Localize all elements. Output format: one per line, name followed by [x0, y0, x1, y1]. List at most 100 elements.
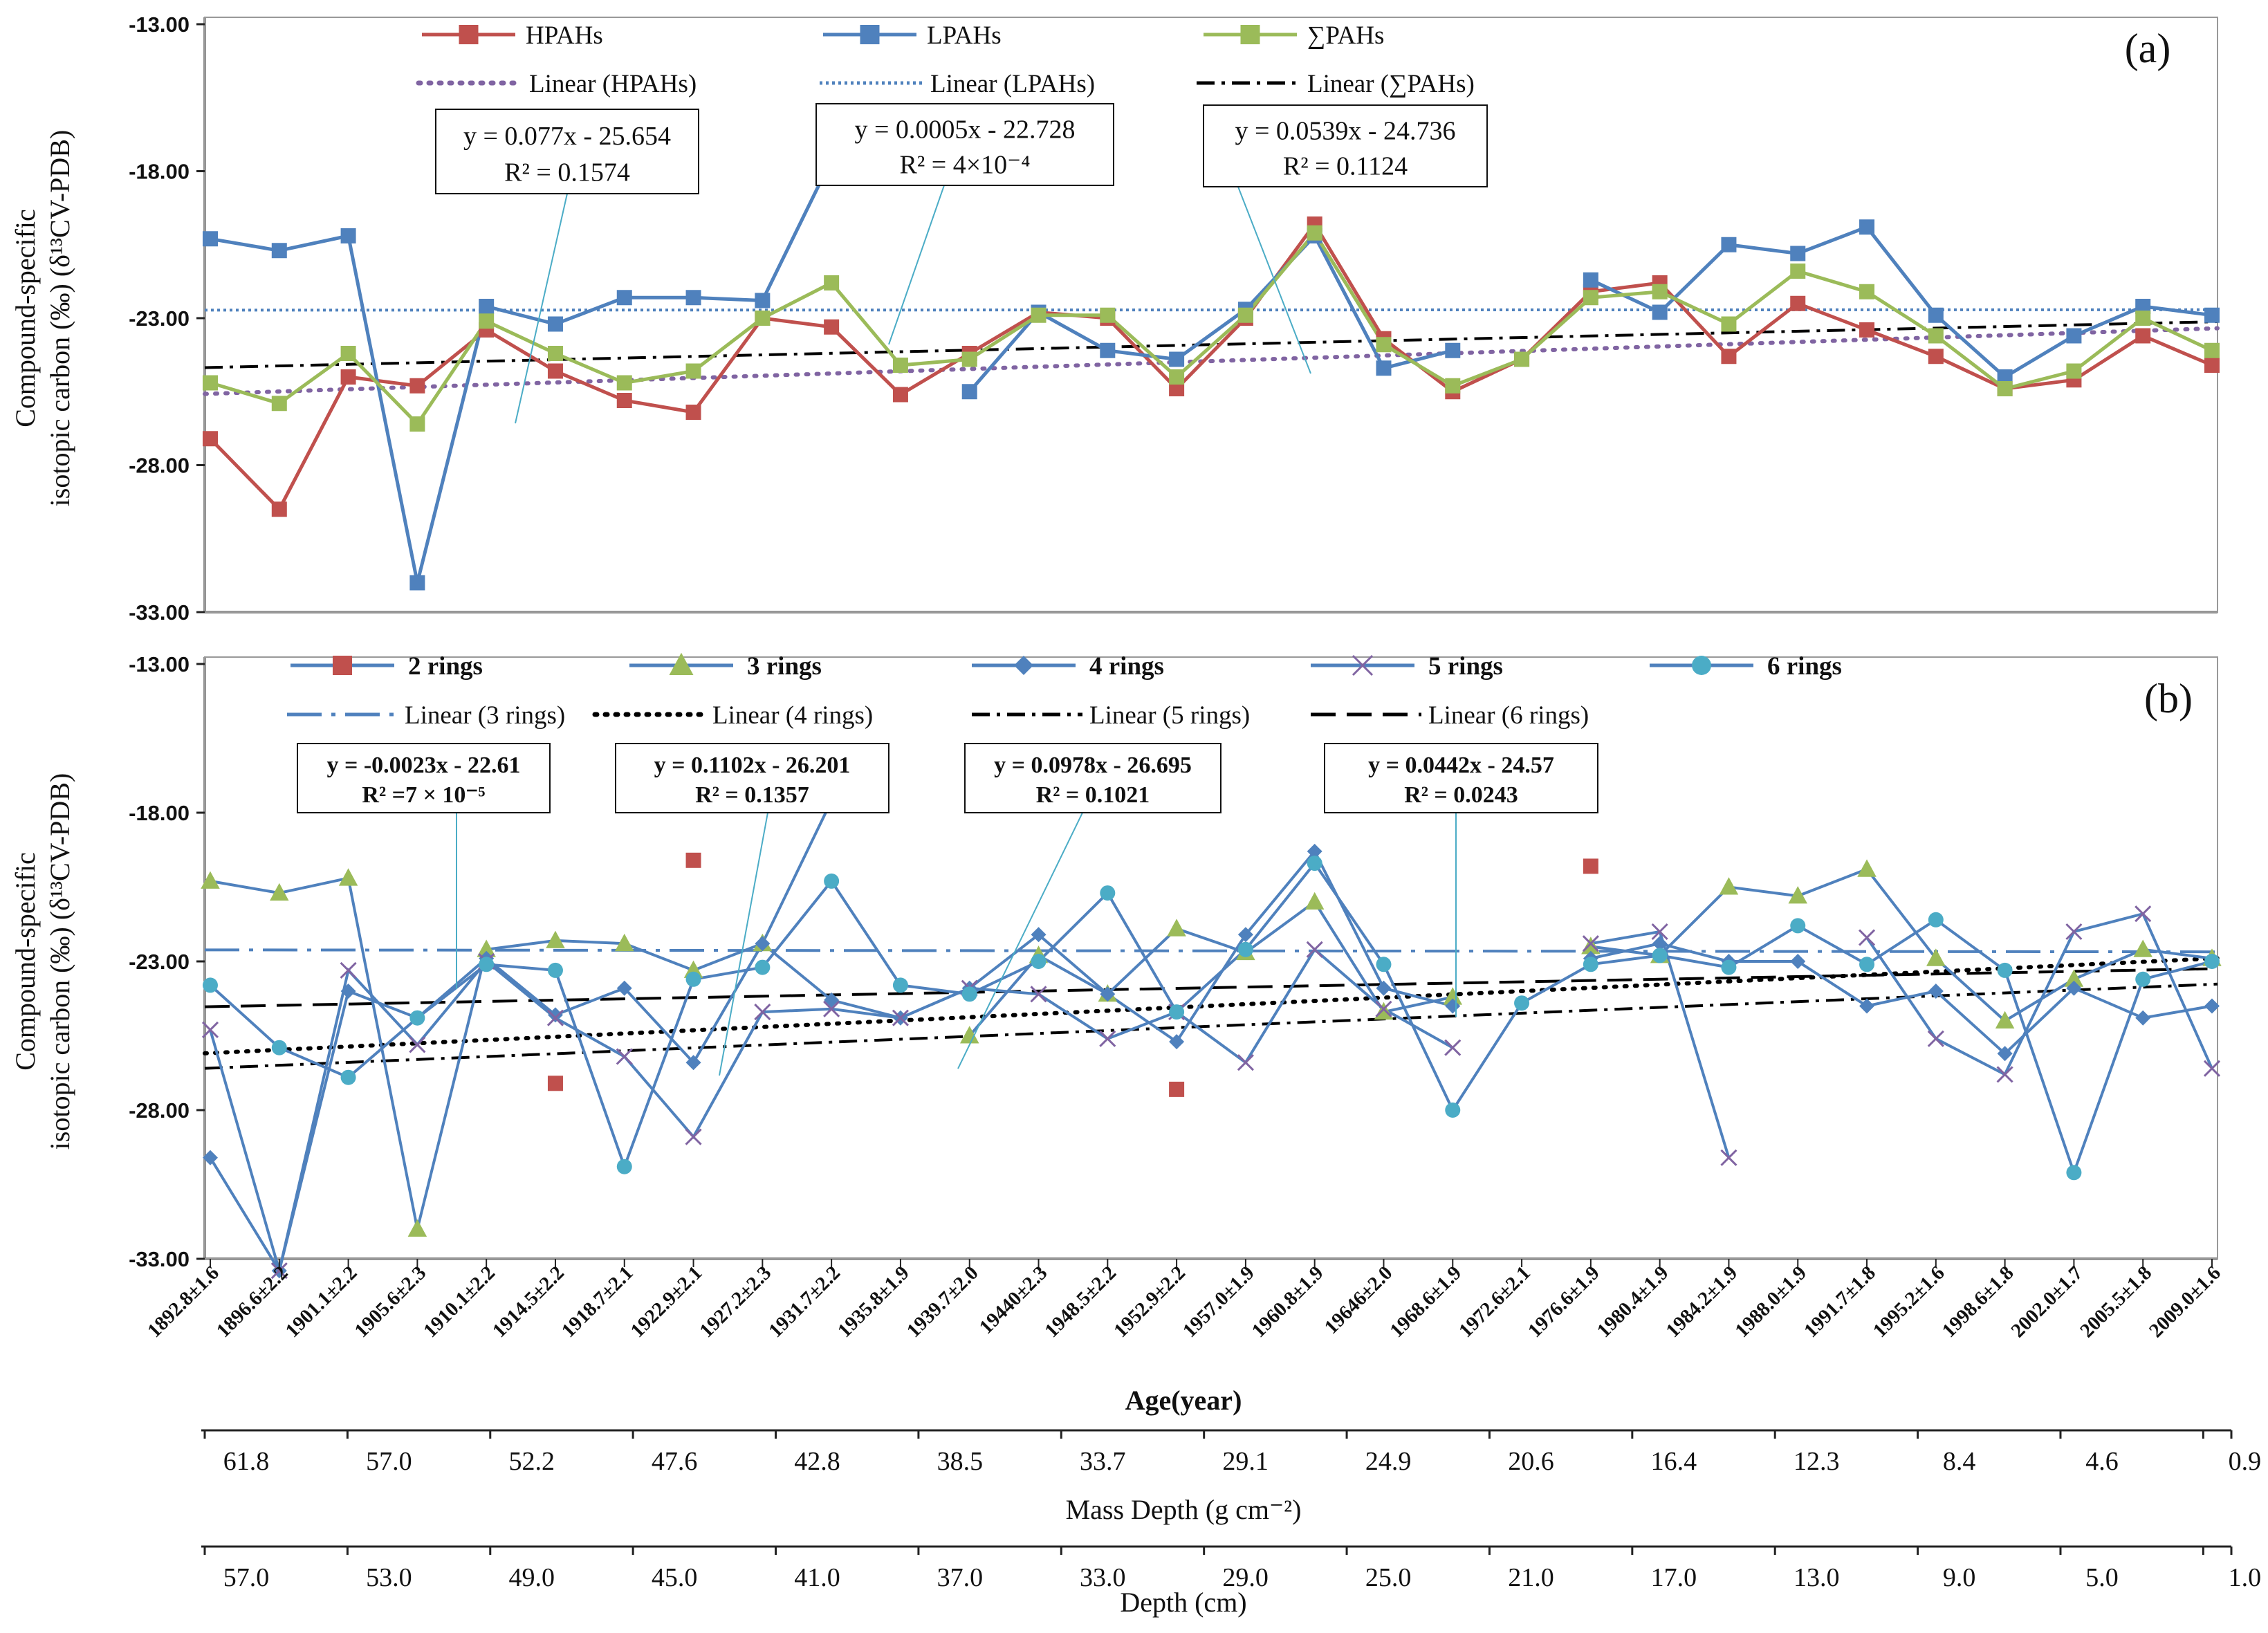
trendline — [203, 326, 2220, 396]
data-point — [409, 378, 425, 394]
data-point — [755, 311, 771, 326]
data-point — [1719, 877, 1739, 895]
x-axis-label: Age(year) — [1125, 1385, 1242, 1416]
r2-text: R² = 0.1021 — [1036, 782, 1150, 808]
data-point — [1997, 1046, 2013, 1062]
legend-label: HPAHs — [526, 21, 603, 50]
secondary-tick-label: 38.5 — [937, 1447, 984, 1476]
data-point — [340, 346, 356, 361]
data-point — [1721, 237, 1737, 252]
data-point — [1790, 295, 1806, 311]
y-axis-label: Compound-specific — [10, 209, 41, 427]
data-point — [479, 299, 495, 314]
data-point — [1376, 980, 1392, 996]
data-point — [2133, 939, 2152, 957]
data-point — [892, 1009, 909, 1026]
x-tick-label: 1960.8±1.9 — [1248, 1262, 1328, 1342]
data-point — [1720, 1149, 1737, 1166]
data-point — [547, 962, 563, 978]
data-point — [1445, 342, 1461, 358]
y-tick-label: -23.00 — [129, 306, 190, 331]
data-point — [961, 384, 977, 400]
r2-text: R² = 4×10⁻⁴ — [900, 150, 1031, 179]
secondary-tick-label: 41.0 — [794, 1563, 840, 1592]
data-point — [1169, 369, 1185, 385]
data-point — [1692, 656, 1711, 675]
equation-text: y = 0.1102x - 26.201 — [654, 753, 851, 778]
data-point — [340, 1069, 356, 1085]
secondary-tick-label: 57.0 — [223, 1563, 270, 1592]
data-point — [203, 977, 218, 993]
data-point — [1307, 856, 1322, 871]
r2-text: R² = 0.0243 — [1404, 782, 1518, 808]
x-tick-label: 1957.0±1.9 — [1179, 1262, 1259, 1342]
data-point — [2135, 1010, 2151, 1026]
data-point — [1237, 941, 1253, 957]
data-point — [270, 1262, 288, 1280]
data-point — [685, 363, 701, 379]
legend-label: 2 rings — [408, 652, 483, 681]
data-point — [340, 228, 356, 243]
x-tick-label: 1988.0±1.9 — [1731, 1262, 1811, 1342]
data-point — [669, 652, 694, 675]
data-point — [1583, 272, 1598, 288]
y-tick-label: -13.00 — [129, 12, 190, 37]
secondary-axis-label: Mass Depth (g cm⁻²) — [1066, 1494, 1302, 1525]
equation-text: y = 0.0539x - 24.736 — [1235, 117, 1455, 146]
data-point — [685, 1128, 702, 1145]
y-tick-label: -28.00 — [129, 454, 190, 478]
data-point — [1790, 246, 1806, 261]
series-line — [210, 158, 2213, 584]
data-point — [1306, 941, 1323, 958]
x-tick-label: 1968.6±1.9 — [1385, 1262, 1466, 1342]
equation-text: y = 0.0978x - 26.695 — [994, 753, 1192, 778]
data-point — [2066, 1165, 2082, 1181]
secondary-tick-label: 5.0 — [2085, 1563, 2119, 1592]
data-point — [2135, 299, 2151, 314]
x-tick-label: 1935.8±1.9 — [833, 1262, 914, 1342]
data-point — [271, 243, 287, 259]
data-point — [754, 1004, 771, 1021]
secondary-tick-label: 16.4 — [1651, 1447, 1697, 1476]
secondary-tick-label: 42.8 — [794, 1447, 840, 1476]
equation-box — [964, 743, 1221, 813]
secondary-tick-label: 47.6 — [652, 1447, 698, 1476]
y-axis-label: Compound-specific — [10, 852, 41, 1071]
legend-label: ∑PAHs — [1307, 21, 1384, 50]
data-point — [1652, 936, 1668, 952]
data-point — [892, 977, 908, 993]
data-point — [547, 316, 563, 332]
data-point — [203, 431, 218, 447]
legend-label: 6 rings — [1767, 652, 1842, 681]
data-point — [1582, 935, 1599, 952]
legend-label: LPAHs — [927, 21, 1002, 50]
data-point — [1031, 307, 1047, 323]
x-tick-label: 1991.7±1.8 — [1800, 1262, 1880, 1342]
data-point — [2135, 328, 2151, 344]
data-point — [1237, 1054, 1254, 1071]
secondary-tick-label: 49.0 — [509, 1563, 555, 1592]
data-point — [1859, 998, 1875, 1014]
data-point — [1788, 886, 1807, 904]
series-line — [209, 221, 2213, 513]
data-point — [547, 346, 563, 361]
data-point — [1169, 381, 1185, 396]
data-point — [1652, 304, 1668, 320]
data-point — [1100, 986, 1116, 1002]
x-tick-label: 1896.6±2.2 — [212, 1262, 293, 1342]
data-point — [546, 930, 565, 948]
data-point — [2064, 969, 2084, 987]
data-point — [1444, 1039, 1462, 1056]
x-tick-label: 1980.4±1.9 — [1593, 1262, 1673, 1342]
data-point — [1307, 225, 1322, 241]
data-point — [1169, 1034, 1185, 1050]
secondary-tick-label: 12.3 — [1794, 1447, 1840, 1476]
legend-label: Linear (∑PAHs) — [1307, 70, 1475, 98]
data-point — [409, 1036, 426, 1053]
y-tick-label: -13.00 — [129, 652, 190, 676]
data-point — [1721, 959, 1737, 975]
equation-box — [297, 743, 551, 813]
equation-box — [435, 109, 699, 194]
y-tick-label: -23.00 — [129, 950, 190, 974]
x-tick-label: 2002.0±1.7 — [2007, 1262, 2087, 1342]
